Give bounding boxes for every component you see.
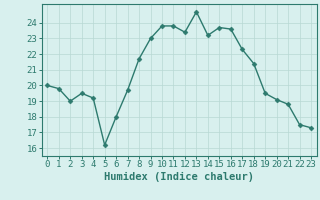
X-axis label: Humidex (Indice chaleur): Humidex (Indice chaleur)	[104, 172, 254, 182]
